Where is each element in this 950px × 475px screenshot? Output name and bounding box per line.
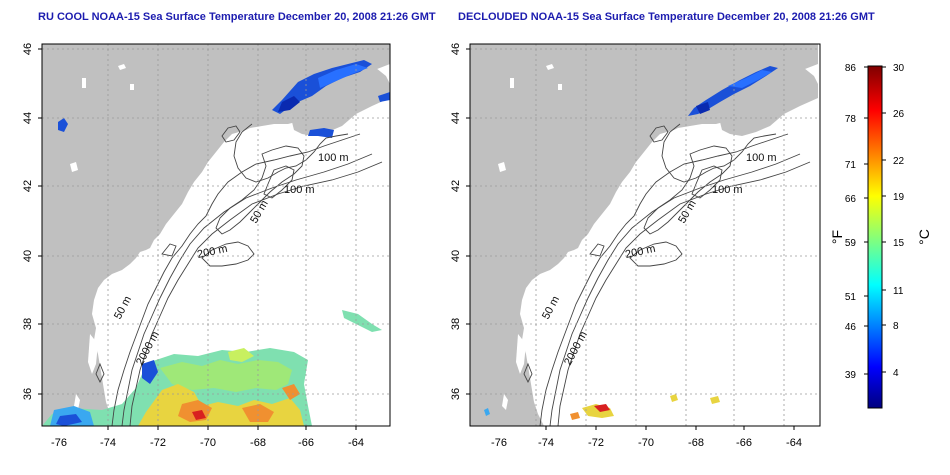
colorbar-c-tick: 22 xyxy=(893,156,905,167)
colorbar-f-tick: 51 xyxy=(845,292,857,303)
isobath-label: 100 m xyxy=(712,184,743,196)
colorbar-c-tick: 30 xyxy=(893,63,905,74)
x-tick-label: -68 xyxy=(688,437,704,449)
y-tick-label: 46 xyxy=(22,43,34,55)
colorbar-c-tick: 11 xyxy=(893,286,904,297)
isobath-label: 100 m xyxy=(746,152,777,164)
x-tick-label: -76 xyxy=(51,437,67,449)
isobath-label: 100 m xyxy=(318,152,349,164)
x-tick-label: -72 xyxy=(588,437,604,449)
panel-left-axes xyxy=(38,48,357,430)
colorbar-unit-f: °F xyxy=(829,230,845,244)
x-tick-label: -70 xyxy=(200,437,216,449)
colorbar-f-tick: 66 xyxy=(845,194,857,205)
y-tick-label: 42 xyxy=(22,180,34,192)
panel-right-map: 100 m 100 m 50 m 200 m 50 m 2000 m xyxy=(469,43,821,427)
y-tick-label: 44 xyxy=(22,112,34,124)
colorbar-unit-c: °C xyxy=(916,229,932,245)
y-tick-label: 44 xyxy=(450,112,462,124)
panel-left-map: 100 m 100 m 50 m 200 m 50 m 2000 m xyxy=(41,43,391,427)
x-tick-label: -68 xyxy=(250,437,266,449)
colorbar-c-tick: 4 xyxy=(893,368,899,379)
sst-pixels xyxy=(42,60,390,426)
colorbar-c-tick: 15 xyxy=(893,238,905,249)
colorbar-f-tick: 46 xyxy=(845,322,857,333)
x-tick-label: -74 xyxy=(538,437,554,449)
colorbar-f-tick: 39 xyxy=(845,370,857,381)
colorbar-f-tick: 71 xyxy=(845,160,857,171)
colorbar-c-tick: 19 xyxy=(893,192,905,203)
colorbar-f-tick: 59 xyxy=(845,238,857,249)
isobath-label: 100 m xyxy=(284,184,315,196)
y-tick-label: 40 xyxy=(22,250,34,262)
y-tick-label: 42 xyxy=(450,180,462,192)
x-tick-label: -70 xyxy=(638,437,654,449)
colorbar-f-tick: 78 xyxy=(845,114,857,125)
x-tick-label: -64 xyxy=(786,437,802,449)
colorbar-f-tick: 86 xyxy=(845,63,857,74)
y-tick-label: 40 xyxy=(450,250,462,262)
colorbar-gradient xyxy=(867,65,883,409)
y-tick-label: 38 xyxy=(22,318,34,330)
sst-pixels xyxy=(484,66,778,420)
colorbar-c-tick: 8 xyxy=(893,321,899,332)
x-tick-label: -72 xyxy=(150,437,166,449)
y-tick-label: 36 xyxy=(450,388,462,400)
colorbar-c-tick: 26 xyxy=(893,109,905,120)
x-tick-label: -66 xyxy=(298,437,314,449)
y-tick-label: 36 xyxy=(22,388,34,400)
panel-right-axes xyxy=(466,48,795,430)
panel-right-title: DECLOUDED NOAA-15 Sea Surface Temperatur… xyxy=(458,11,875,23)
y-tick-label: 46 xyxy=(450,43,462,55)
x-tick-label: -66 xyxy=(736,437,752,449)
y-tick-label: 38 xyxy=(450,318,462,330)
colorbar: 86 78 71 66 59 51 46 39 30 26 22 19 15 1… xyxy=(829,63,932,409)
x-tick-label: -64 xyxy=(348,437,364,449)
panel-left-title: RU COOL NOAA-15 Sea Surface Temperature … xyxy=(38,11,436,23)
x-tick-label: -76 xyxy=(491,437,507,449)
x-tick-label: -74 xyxy=(100,437,116,449)
